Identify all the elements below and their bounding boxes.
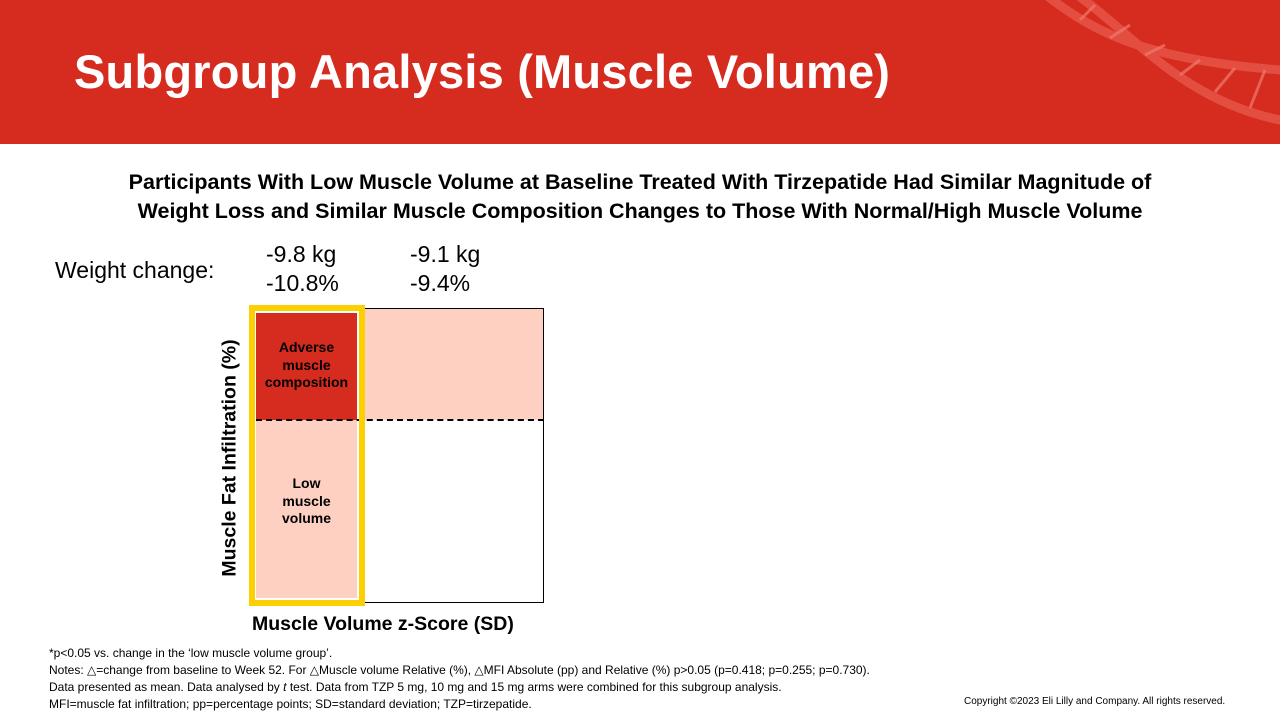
footnote-italic-t: t [283,680,287,694]
footnote-notes: Notes: △=change from baseline to Week 52… [49,663,870,677]
footnote-significance: *p<0.05 vs. change in the ‘low muscle vo… [49,646,333,660]
label-line: Low [292,475,321,491]
label-line: Adverse [278,339,335,355]
page-title: Subgroup Analysis (Muscle Volume) [74,45,891,98]
footnotes: *p<0.05 vs. change in the ‘low muscle vo… [49,645,870,713]
low-volume-highlight-box [249,305,365,606]
weight-change-percent: -9.4% [410,270,471,296]
copyright-notice: Copyright ©2023 Eli Lilly and Company. A… [964,696,1226,707]
subtitle-line-1: Participants With Low Muscle Volume at B… [128,170,1152,194]
low-muscle-volume-label: Low muscle volume [256,475,357,528]
label-line: composition [264,374,349,390]
label-line: muscle [282,356,331,373]
quadrant-low-muscle-volume [256,420,357,598]
weight-change-low-group: -9.8 kg -10.8% [266,240,339,298]
label-line: muscle [282,492,331,509]
weight-change-label: Weight change: [55,257,215,283]
quadrant-high-mfi-normal-volume [362,309,543,420]
weight-change-percent: -10.8% [266,270,339,296]
footnote-data-methods: Data presented as mean. Data analysed by… [49,679,870,696]
footnote-abbreviations: MFI=muscle fat infiltration; pp=percenta… [49,697,532,711]
footnote-text: test. Data from TZP 5 mg, 10 mg and 15 m… [286,680,782,694]
adverse-muscle-composition-label: Adverse muscle composition [256,339,357,392]
label-line: volume [281,510,331,526]
title-banner: Subgroup Analysis (Muscle Volume) [0,0,1280,144]
slide-subtitle: Participants With Low Muscle Volume at B… [40,168,1240,226]
weight-change-kg: -9.1 kg [410,241,481,267]
x-axis-label: Muscle Volume z-Score (SD) [252,613,514,635]
footnote-text: Data presented as mean. Data analysed by [49,680,284,694]
weight-change-kg: -9.8 kg [266,241,337,267]
quadrant-adverse-muscle-composition [256,313,357,420]
mfi-threshold-dashed-line [256,419,544,421]
weight-change-normal-high-group: -9.1 kg -9.4% [410,240,480,298]
subtitle-line-2: Weight Loss and Similar Muscle Compositi… [137,199,1143,223]
y-axis-label-text: Muscle Fat Infiltration (%) [218,339,241,577]
dna-helix-decoration [1045,0,1280,125]
